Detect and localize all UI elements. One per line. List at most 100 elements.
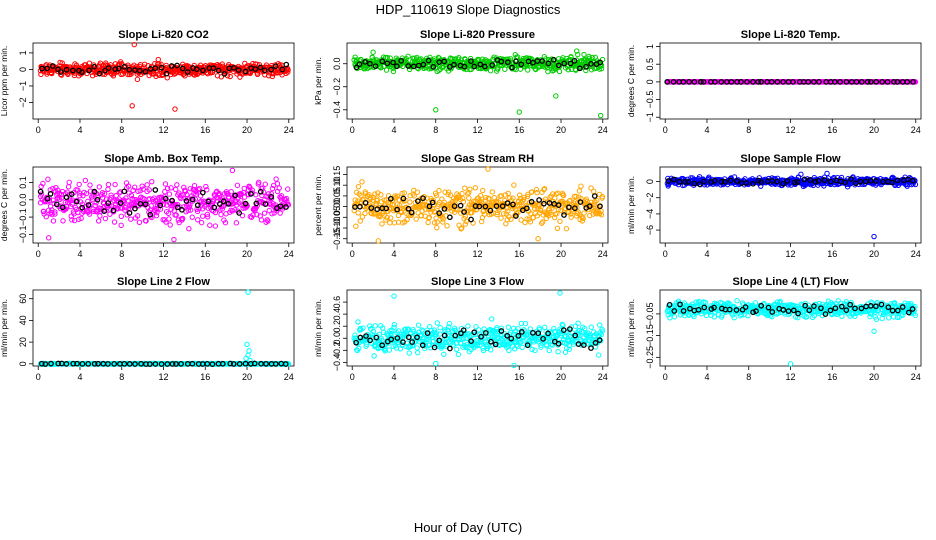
outlier-point <box>171 236 177 243</box>
half-hour-point <box>686 79 692 85</box>
y-axis-label: ml/min per min. <box>626 176 636 234</box>
data-point <box>173 212 179 218</box>
data-point <box>453 346 460 353</box>
outlier-point <box>581 51 587 58</box>
data-points <box>37 167 292 243</box>
data-point <box>527 219 534 225</box>
x-tick-label: 24 <box>284 372 294 382</box>
half-hour-point <box>513 58 519 65</box>
panel-title: Slope Li-820 Pressure <box>420 29 535 41</box>
panel-4: Slope Amb. Box Temp.degrees C per min.0 4… <box>0 153 295 259</box>
half-hour-point <box>272 63 279 70</box>
half-hour-point <box>858 79 865 85</box>
half-hour-point <box>69 67 76 74</box>
half-hour-point <box>697 79 704 85</box>
plot-frame <box>346 42 609 120</box>
half-hour-point <box>199 189 206 196</box>
data-point <box>69 217 75 223</box>
half-hour-point <box>242 200 249 207</box>
data-point <box>588 324 594 330</box>
data-point <box>529 346 535 353</box>
half-hour-point <box>86 67 92 74</box>
x-tick-label: 0 <box>36 249 41 259</box>
half-hour-point <box>73 198 80 205</box>
half-hour-point <box>843 79 850 85</box>
half-hour-point <box>221 71 228 77</box>
x-tick-label: 4 <box>704 249 709 259</box>
data-point <box>912 79 919 85</box>
data-point <box>423 64 429 71</box>
half-hour-point <box>744 79 750 85</box>
half-hour-point <box>163 70 170 77</box>
data-point <box>59 60 65 66</box>
half-hour-point <box>555 62 562 69</box>
half-hour-point <box>136 67 143 74</box>
x-tick-label: 4 <box>77 249 82 259</box>
half-hour-point <box>447 214 453 221</box>
outlier-point <box>871 233 877 240</box>
outlier-point <box>597 112 604 119</box>
y-tick-label: −0.25 <box>645 346 655 369</box>
x-tick-label: 12 <box>785 372 795 382</box>
half-hour-point <box>121 63 128 70</box>
data-points <box>37 289 292 368</box>
data-point <box>481 58 487 64</box>
half-hour-point <box>115 65 122 72</box>
x-tick-label: 24 <box>284 125 294 135</box>
x-tick-label: 0 <box>663 125 668 135</box>
half-hour-point <box>152 187 159 193</box>
data-point <box>186 204 193 210</box>
half-hour-point <box>211 204 218 211</box>
data-point <box>555 348 561 355</box>
data-point <box>140 186 146 192</box>
half-hour-point <box>712 79 718 85</box>
half-hour-point <box>126 66 133 73</box>
data-point <box>278 193 285 199</box>
data-point <box>371 353 377 359</box>
x-tick-label: 20 <box>242 372 252 382</box>
half-hour-point <box>117 200 124 206</box>
data-point <box>277 210 283 216</box>
y-tick-label: 40 <box>18 315 28 325</box>
outlier-point <box>134 76 141 83</box>
x-tick-label: 16 <box>200 125 210 135</box>
data-point <box>465 323 471 329</box>
half-hour-point <box>583 63 589 70</box>
data-point <box>269 73 276 80</box>
data-point <box>285 67 291 73</box>
outlier-point <box>245 289 251 295</box>
half-hour-point <box>430 63 437 70</box>
data-point <box>387 220 393 226</box>
data-point <box>355 183 362 190</box>
data-point <box>77 193 83 199</box>
data-point <box>441 351 447 357</box>
x-tick-label: 24 <box>598 372 608 382</box>
data-point <box>76 181 82 188</box>
half-hour-point <box>372 63 379 70</box>
data-point <box>118 213 125 220</box>
plot-frame <box>32 289 295 367</box>
data-point <box>40 180 46 187</box>
data-point <box>597 322 603 328</box>
half-hour-point <box>47 191 54 197</box>
half-hour-point <box>410 63 417 70</box>
y-tick-label: −0.5 <box>645 91 655 109</box>
x-tick-label: 16 <box>514 125 524 135</box>
data-point <box>425 219 431 226</box>
data-point <box>262 181 268 187</box>
half-hour-point <box>112 66 119 72</box>
x-tick-label: 8 <box>433 249 438 259</box>
x-tick-label: 12 <box>472 249 482 259</box>
data-point <box>407 199 413 205</box>
figure-xlabel: Hour of Day (UTC) <box>414 520 522 535</box>
y-tick-label: 0.0 <box>332 57 342 70</box>
half-hour-point <box>588 60 594 67</box>
y-tick-label: −6 <box>645 225 655 235</box>
half-hour-point <box>384 60 391 67</box>
x-tick-label: 4 <box>77 372 82 382</box>
x-tick-label: 20 <box>556 249 566 259</box>
half-hour-point <box>162 195 169 202</box>
data-point <box>131 184 138 190</box>
x-tick-label: 24 <box>911 125 921 135</box>
half-hour-point <box>63 194 70 201</box>
